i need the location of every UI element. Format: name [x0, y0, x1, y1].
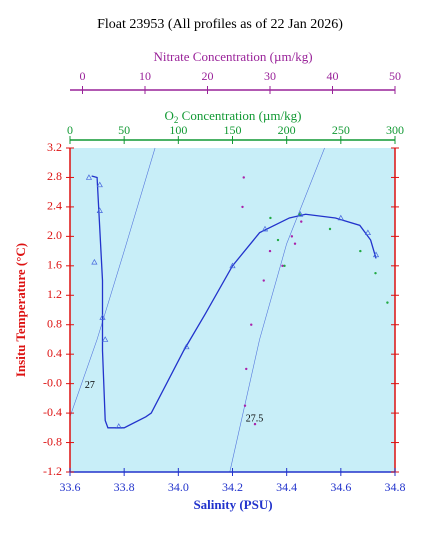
profile-line [91, 175, 377, 429]
x-axis-title: Salinity (PSU) [193, 497, 272, 512]
triangle-marker [364, 229, 372, 236]
x-tick-label: 0 [80, 69, 86, 83]
chart-title: Float 23953 (All profiles as of 22 Jan 2… [97, 17, 343, 32]
triangle-marker [102, 336, 109, 342]
dot-marker [262, 279, 265, 282]
x-tick-label: 34.0 [168, 480, 189, 494]
dot-marker [241, 205, 244, 209]
o2-axis-title: O2 Concentration (µm/kg) [165, 108, 302, 125]
dot-marker [250, 323, 253, 326]
dot-marker [268, 249, 272, 253]
x-tick-label: 33.8 [114, 480, 135, 494]
isopycnal [69, 147, 156, 417]
triangle-marker [85, 174, 93, 180]
dot-marker [298, 213, 301, 216]
y-tick-label: -0.0 [43, 375, 62, 389]
y-tick-label: 1.6 [47, 258, 62, 272]
plot-area [70, 148, 395, 472]
y-tick-label: -0.4 [43, 405, 62, 419]
dot-marker [290, 235, 294, 238]
x-tick-label: 34.4 [276, 480, 297, 494]
triangle-marker [99, 314, 106, 320]
triangle-marker [261, 225, 269, 232]
dot-marker [253, 422, 257, 426]
x-tick-label: 250 [332, 123, 350, 137]
triangle-marker [96, 207, 103, 213]
triangle-marker [115, 423, 122, 429]
dot-marker [281, 264, 284, 268]
isopycnal-label: 27.5 [246, 413, 263, 424]
triangle-marker [91, 258, 98, 265]
triangle-marker [183, 343, 190, 350]
x-tick-label: 50 [118, 123, 130, 137]
y-tick-label: 1.2 [47, 287, 62, 301]
triangle-marker [229, 262, 236, 269]
x-tick-label: 34.2 [222, 480, 243, 494]
dot-marker [242, 176, 245, 179]
dot-marker [276, 238, 280, 242]
y-tick-label: -0.8 [43, 434, 62, 448]
dot-marker [328, 227, 332, 231]
y-tick-label: 2.0 [47, 228, 62, 242]
x-tick-label: 10 [139, 69, 151, 83]
dot-marker [293, 242, 297, 245]
x-tick-label: 100 [169, 123, 187, 137]
dot-marker [269, 216, 272, 220]
o2-title-part: Concentration (µm/kg) [178, 108, 301, 123]
x-tick-label: 33.6 [60, 480, 81, 494]
x-tick-label: 34.8 [385, 480, 406, 494]
x-tick-label: 300 [386, 123, 404, 137]
triangle-marker [337, 214, 344, 221]
o2-title-sub: 2 [174, 115, 179, 125]
dot-marker [374, 271, 377, 275]
triangle-marker [96, 181, 103, 188]
x-tick-label: 20 [202, 69, 214, 83]
x-tick-label: 50 [389, 69, 401, 83]
x-tick-label: 200 [278, 123, 296, 137]
y-tick-label: 2.4 [47, 199, 62, 213]
x-tick-label: 0 [67, 123, 73, 137]
x-tick-label: 150 [224, 123, 242, 137]
y-tick-label: 0.4 [47, 346, 62, 360]
y-tick-label: 3.2 [47, 140, 62, 154]
x-tick-label: 34.6 [330, 480, 351, 494]
isopycnal-label: 27 [85, 380, 95, 391]
y-tick-label: -1.2 [43, 464, 62, 478]
y-tick-label: 2.8 [47, 169, 62, 183]
x-tick-label: 40 [327, 69, 339, 83]
dot-marker [245, 367, 248, 371]
y-tick-label: 0.8 [47, 316, 62, 330]
y-axis-title: Insitu Temperature (°C) [13, 243, 28, 377]
o2-title-part: O [165, 108, 174, 123]
dot-marker [283, 264, 286, 268]
dot-marker [243, 404, 247, 407]
x-tick-label: 30 [264, 69, 276, 83]
triangle-marker [372, 251, 380, 258]
dot-marker [359, 249, 362, 253]
dot-marker [386, 301, 389, 304]
dot-marker [300, 220, 303, 223]
nitrate-axis-title: Nitrate Concentration (µm/kg) [153, 49, 312, 64]
